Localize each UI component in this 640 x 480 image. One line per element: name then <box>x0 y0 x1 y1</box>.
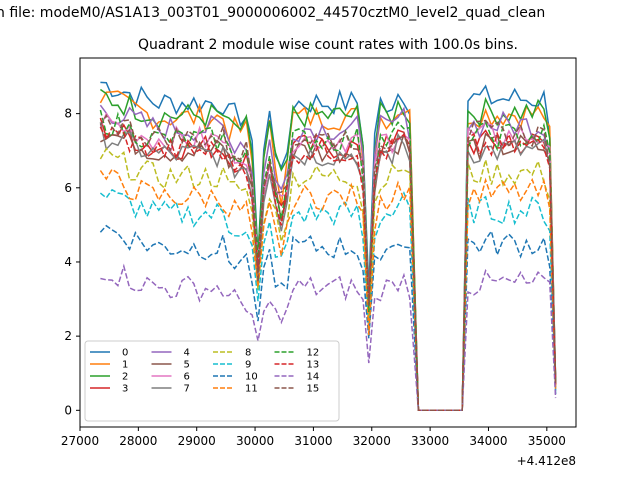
y-tick-label: 2 <box>64 329 72 343</box>
legend-label-12: 12 <box>307 348 320 359</box>
x-tick-label: 35000 <box>528 434 566 448</box>
y-tick-label: 8 <box>64 107 72 121</box>
x-tick-label: 33000 <box>411 434 449 448</box>
series-line-14 <box>100 263 557 412</box>
legend-label-14: 14 <box>307 372 320 383</box>
series-line-13 <box>99 126 557 412</box>
series-lines <box>99 81 557 412</box>
legend-label-8: 8 <box>245 348 251 359</box>
legend-label-0: 0 <box>122 348 128 359</box>
series-line-11 <box>99 168 557 412</box>
x-tick-label: 31000 <box>294 434 332 448</box>
x-offset-label: +4.412e8 <box>517 454 576 468</box>
series-line-2 <box>99 88 557 412</box>
legend-label-10: 10 <box>245 372 258 383</box>
legend-label-1: 1 <box>122 360 128 371</box>
series-line-9 <box>99 188 557 412</box>
legend-label-2: 2 <box>122 372 128 383</box>
x-tick-label: 32000 <box>353 434 391 448</box>
legend-label-3: 3 <box>122 384 128 395</box>
legend-label-11: 11 <box>245 384 258 395</box>
x-tick-label: 30000 <box>236 434 274 448</box>
chart-title: Quadrant 2 module wise count rates with … <box>138 37 518 53</box>
legend-label-13: 13 <box>307 360 320 371</box>
x-tick-label: 29000 <box>178 434 216 448</box>
x-tick-label: 27000 <box>61 434 99 448</box>
x-axis-ticks: 27000 28000 29000 30000 31000 32000 33000 34000… <box>61 427 566 448</box>
y-tick-label: 4 <box>64 255 72 269</box>
y-tick-label: 6 <box>64 181 72 195</box>
x-tick-label: 28000 <box>119 434 157 448</box>
series-line-5 <box>100 127 557 412</box>
legend-box <box>84 340 340 422</box>
series-line-0 <box>100 81 557 412</box>
legend-label-4: 4 <box>184 348 190 359</box>
figure-suptitle: n file: modeM0/AS1A13_003T01_9000006002_… <box>0 5 545 21</box>
legend-label-6: 6 <box>184 372 190 383</box>
y-tick-label: 0 <box>64 403 72 417</box>
legend-label-15: 15 <box>307 384 320 395</box>
legend-label-9: 9 <box>245 360 251 371</box>
legend-label-5: 5 <box>184 360 190 371</box>
plot-frame <box>79 57 577 428</box>
legend-label-7: 7 <box>184 384 190 395</box>
y-axis-ticks: 0 2 4 6 8 <box>64 107 80 417</box>
x-tick-label: 34000 <box>469 434 507 448</box>
series-line-15 <box>99 114 557 412</box>
series-line-8 <box>99 147 557 412</box>
